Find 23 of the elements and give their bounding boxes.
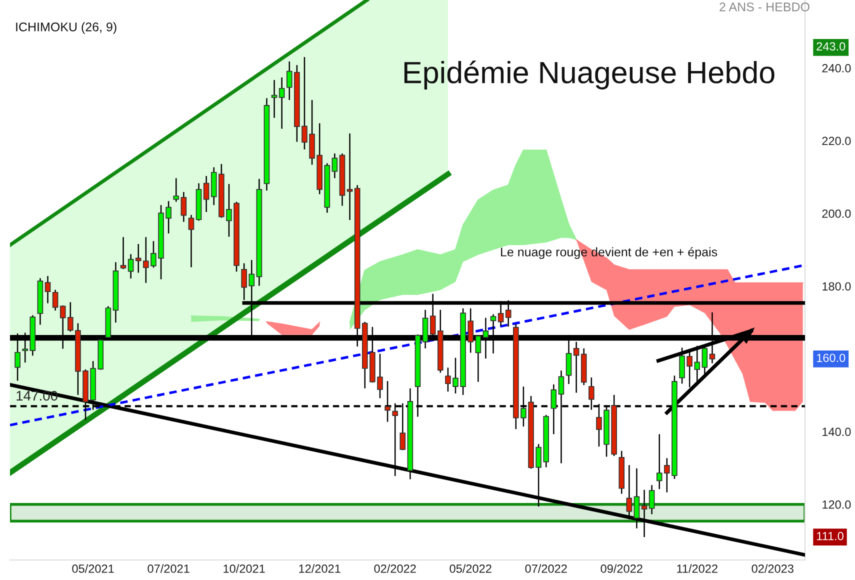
x-tick-label: 02/2023	[752, 564, 794, 573]
x-tick-label: 09/2022	[600, 564, 642, 573]
y-tick-label: 120.0	[822, 500, 851, 509]
x-tick-label: 12/2021	[299, 564, 340, 573]
text: 243.0	[816, 42, 846, 51]
x-tick-label: 07/2021	[148, 564, 190, 573]
y-tick-label: 140.0	[822, 428, 851, 436]
annotation: ICHIMOKU (26, 9)	[16, 22, 116, 34]
text: 111.0	[817, 532, 844, 540]
x-tick-label: 11/2022	[677, 564, 718, 573]
text: Epidémie Nuageuse Hebdo	[404, 60, 774, 90]
annotation: 2 ANS - HEBDO	[720, 2, 810, 12]
y-tick-label: 180.0	[822, 282, 851, 291]
x-tick-label: 02/2022	[374, 564, 416, 573]
x-tick-label: 10/2021	[224, 564, 265, 573]
annotation: Le nuage rouge devient de +en + épais	[501, 247, 718, 259]
x-tick-label: 05/2021	[72, 564, 114, 573]
text: 160.0	[817, 354, 846, 362]
x-tick-label: 07/2022	[525, 564, 567, 573]
y-tick-label: 220.0	[822, 136, 851, 146]
y-tick-label: 240.0	[822, 64, 851, 72]
x-tick-label: 05/2022	[450, 564, 492, 573]
y-tick-label: 200.0	[822, 209, 851, 218]
